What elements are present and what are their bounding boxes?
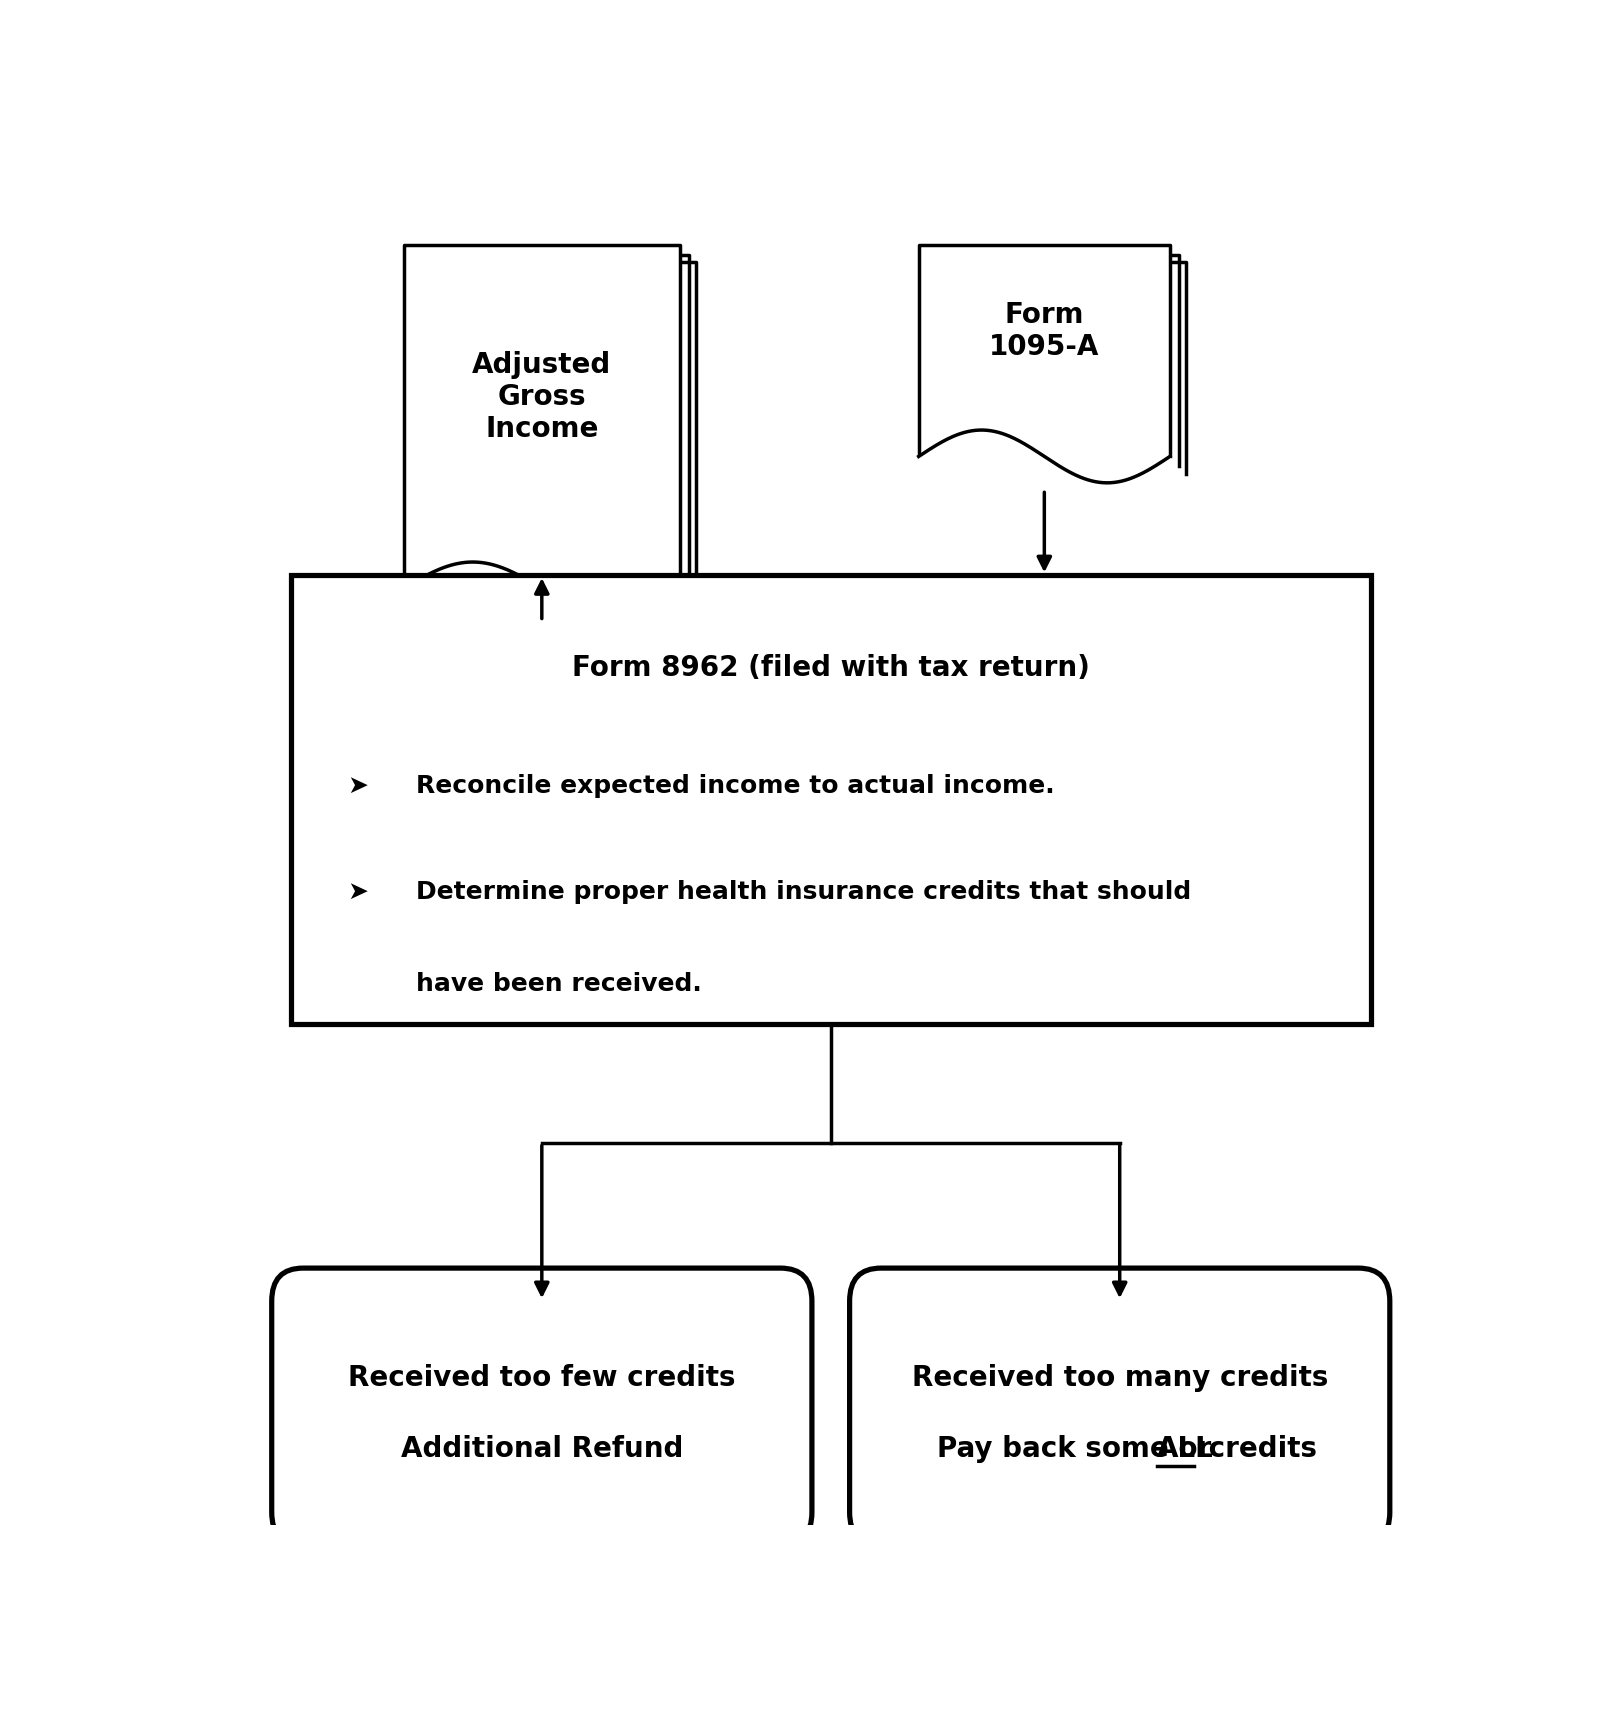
FancyBboxPatch shape — [849, 1268, 1389, 1546]
Text: ALL: ALL — [1156, 1435, 1213, 1464]
Text: Adjusted
Gross
Income: Adjusted Gross Income — [472, 351, 611, 444]
FancyBboxPatch shape — [272, 1268, 812, 1546]
Text: Received too few credits: Received too few credits — [349, 1364, 736, 1392]
Polygon shape — [927, 254, 1178, 466]
Text: credits: credits — [1200, 1435, 1318, 1464]
Text: Pay back some or: Pay back some or — [937, 1435, 1221, 1464]
Text: ➤: ➤ — [347, 879, 368, 903]
Polygon shape — [404, 245, 681, 588]
FancyBboxPatch shape — [290, 576, 1371, 1023]
Polygon shape — [412, 254, 689, 598]
Text: Reconcile expected income to actual income.: Reconcile expected income to actual inco… — [417, 775, 1055, 799]
Text: have been received.: have been received. — [417, 972, 702, 996]
Text: ➤: ➤ — [347, 775, 368, 799]
Text: Received too many credits: Received too many credits — [911, 1364, 1328, 1392]
Polygon shape — [935, 262, 1187, 473]
Text: Form 8962 (filed with tax return): Form 8962 (filed with tax return) — [572, 653, 1089, 682]
Polygon shape — [919, 245, 1170, 456]
Polygon shape — [420, 262, 697, 605]
Text: Determine proper health insurance credits that should: Determine proper health insurance credit… — [417, 879, 1191, 903]
Text: Additional Refund: Additional Refund — [400, 1435, 682, 1464]
Text: Form
1095-A: Form 1095-A — [989, 302, 1099, 362]
